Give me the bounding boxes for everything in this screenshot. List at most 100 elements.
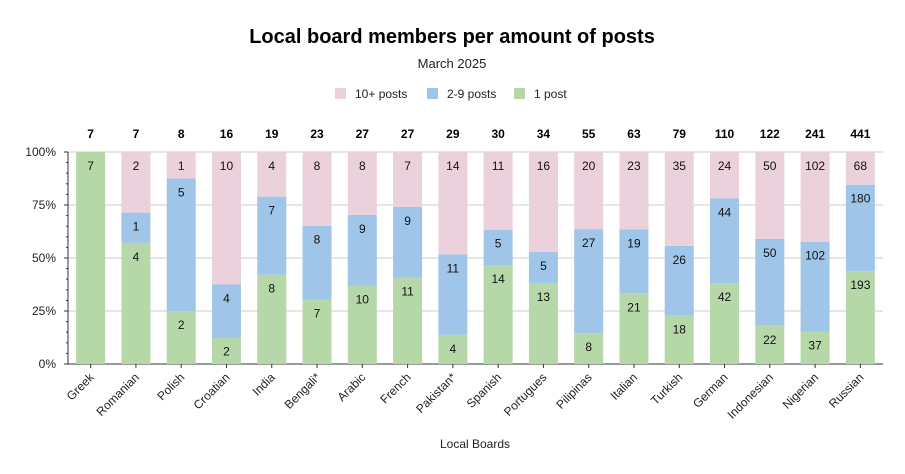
segment-value-label: 2: [223, 345, 230, 359]
x-tick-label: Spanish: [464, 370, 505, 411]
bar-segment: [302, 225, 332, 300]
x-tick-label: Pilipinas: [553, 370, 595, 412]
bar-segment: [574, 152, 604, 230]
legend-label: 2-9 posts: [447, 87, 496, 101]
segment-value-label: 102: [805, 159, 825, 173]
x-tick-label: Pakistan*: [413, 370, 459, 416]
segment-value-label: 8: [585, 340, 592, 354]
segment-value-label: 10: [220, 159, 234, 173]
y-tick-label: 75%: [32, 198, 56, 212]
segment-value-label: 4: [450, 342, 457, 356]
segment-value-label: 8: [314, 233, 321, 247]
bar-segment: [528, 251, 558, 283]
bar-segment: [800, 241, 830, 332]
segment-value-label: 35: [673, 159, 687, 173]
y-tick-label: 50%: [32, 251, 56, 265]
total-label: 241: [805, 127, 825, 141]
segment-value-label: 8: [268, 282, 275, 296]
bar-segment: [166, 311, 196, 364]
bar-segment: [347, 285, 377, 364]
segment-value-label: 44: [718, 205, 732, 219]
segment-value-label: 16: [537, 159, 551, 173]
x-tick-label: Polish: [154, 370, 187, 403]
legend: 10+ posts 2-9 posts 1 post: [335, 87, 567, 101]
segment-value-label: 24: [718, 159, 732, 173]
bar-segment: [800, 152, 830, 242]
x-tick-label: Greek: [64, 370, 98, 404]
bar-segment: [438, 334, 468, 364]
segment-value-label: 102: [805, 249, 825, 263]
bar-segment: [800, 331, 830, 364]
total-labels: 7 7 8 16 19 23 27 27 29 30 34 55 63 79 110 122 241 441: [87, 127, 870, 141]
segment-value-label: 26: [673, 253, 687, 267]
segment-value-label: 193: [850, 278, 870, 292]
x-tick-label: Turkish: [648, 370, 685, 407]
total-label: 55: [582, 127, 596, 141]
segment-value-label: 11: [401, 285, 414, 299]
bar-segment: [619, 152, 649, 230]
bar-segment: [166, 152, 196, 179]
segment-value-label: 10: [356, 292, 370, 306]
segment-value-label: 9: [404, 214, 411, 228]
y-tick-label: 100%: [25, 145, 56, 159]
bar-segment: [664, 152, 694, 246]
y-tick-label: 0%: [39, 357, 57, 371]
total-label: 441: [850, 127, 870, 141]
bar-segment: [664, 315, 694, 364]
segment-value-label: 1: [178, 159, 185, 173]
bar-segment: [121, 242, 151, 364]
segment-value-label: 22: [763, 333, 777, 347]
segment-value-label: 4: [223, 292, 230, 306]
segment-value-label: 8: [359, 159, 366, 173]
x-tick-label: Nigerian: [780, 370, 822, 412]
bar-segment: [574, 229, 604, 334]
total-label: 63: [627, 127, 641, 141]
segment-value-label: 7: [87, 159, 94, 173]
segment-value-label: 42: [718, 290, 732, 304]
bar-segment: [664, 245, 694, 316]
bar-segment: [845, 271, 875, 364]
x-tick-label: Croatian: [191, 370, 233, 412]
segment-value-label: 7: [314, 306, 321, 320]
x-tick-label: India: [250, 370, 279, 399]
total-label: 23: [310, 127, 324, 141]
x-tick-label: Bengali*: [282, 370, 324, 412]
bar-segment: [755, 325, 785, 364]
bar-segment: [528, 152, 558, 252]
y-tick-label: 25%: [32, 304, 56, 318]
bar-segment: [483, 229, 513, 266]
bar-segment: [619, 293, 649, 364]
x-tick-label: German: [690, 370, 731, 411]
bar-segment: [483, 265, 513, 364]
bar-segment: [393, 152, 423, 207]
legend-swatch: [427, 88, 438, 99]
legend-label: 1 post: [534, 87, 567, 101]
segment-value-label: 5: [495, 237, 502, 251]
y-axis: 0% 25% 50% 75% 100%: [25, 145, 69, 371]
x-tick-label: French: [377, 370, 413, 406]
total-label: 16: [220, 127, 234, 141]
total-label: 79: [673, 127, 687, 141]
bar-segment: [302, 299, 332, 364]
segment-value-label: 20: [582, 159, 596, 173]
bars: 7412251241087478810981197411141451113516…: [76, 152, 875, 364]
bar-segment: [257, 196, 287, 275]
bar-segment: [574, 333, 604, 364]
total-label: 110: [715, 127, 735, 141]
total-label: 27: [356, 127, 370, 141]
segment-value-label: 14: [446, 159, 460, 173]
bar-segment: [755, 152, 785, 239]
segment-value-label: 14: [491, 272, 505, 286]
segment-value-label: 37: [808, 338, 822, 352]
total-label: 30: [491, 127, 505, 141]
total-label: 7: [87, 127, 94, 141]
bar-segment: [121, 212, 151, 243]
segment-value-label: 11: [447, 261, 460, 275]
bar-segment: [302, 152, 332, 226]
bar-segment: [393, 277, 423, 364]
bar-segment: [845, 152, 875, 185]
total-label: 27: [401, 127, 415, 141]
segment-value-label: 9: [359, 222, 366, 236]
segment-value-label: 4: [268, 159, 275, 173]
